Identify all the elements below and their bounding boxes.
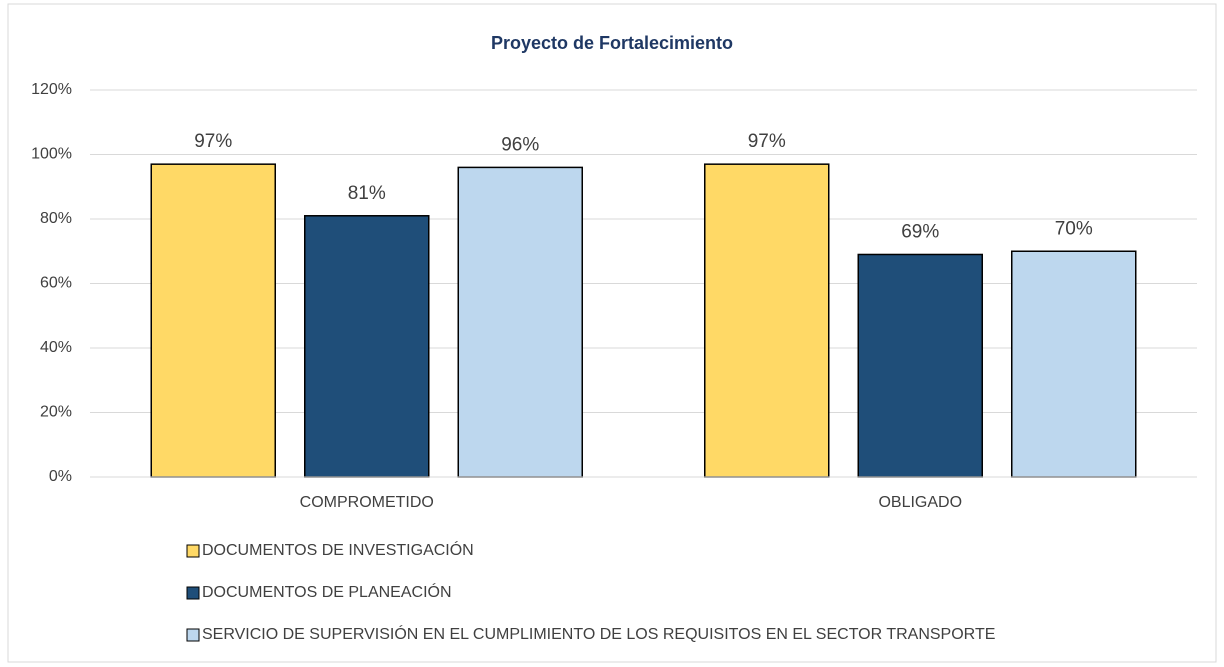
data-label: 70% [1055, 218, 1093, 239]
x-tick-label: OBLIGADO [878, 494, 962, 511]
legend-label: DOCUMENTOS DE PLANEACIÓN [202, 582, 452, 601]
bar [1011, 250, 1137, 478]
y-tick-label: 40% [40, 339, 72, 356]
bar [150, 163, 276, 478]
bar [704, 163, 830, 478]
y-tick-label: 120% [31, 81, 72, 98]
chart-title: Proyecto de Fortalecimiento [491, 33, 733, 53]
legend-swatch [186, 628, 200, 642]
y-tick-label: 20% [40, 404, 72, 421]
bar [857, 253, 983, 478]
legend-swatch [186, 544, 200, 558]
legend-label: SERVICIO DE SUPERVISIÓN EN EL CUMPLIMIEN… [202, 624, 995, 643]
legend-swatch [186, 586, 200, 600]
bar [457, 166, 583, 478]
y-tick-label: 100% [31, 146, 72, 163]
data-label: 81% [348, 183, 386, 204]
data-label: 69% [901, 221, 939, 242]
y-tick-label: 80% [40, 210, 72, 227]
bar [304, 215, 430, 478]
legend-label: DOCUMENTOS DE INVESTIGACIÓN [202, 540, 474, 559]
data-label: 97% [748, 131, 786, 152]
x-tick-label: COMPROMETIDO [300, 494, 434, 511]
y-tick-label: 60% [40, 275, 72, 292]
y-tick-label: 0% [49, 468, 72, 485]
data-label: 96% [501, 134, 539, 155]
data-label: 97% [194, 131, 232, 152]
